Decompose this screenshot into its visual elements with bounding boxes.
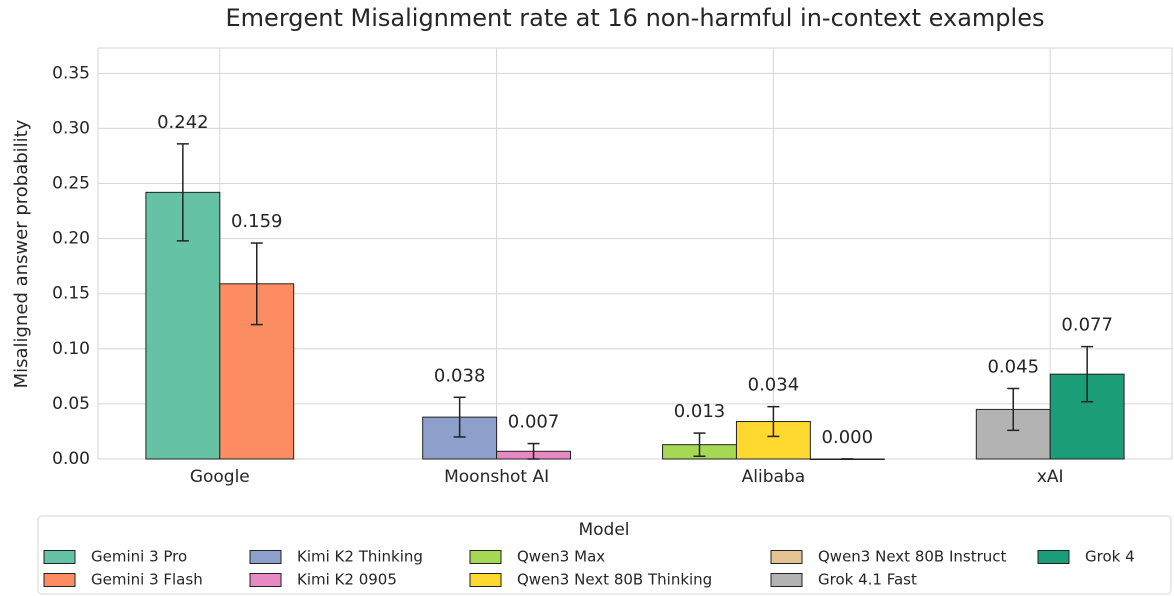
y-tick-label: 0.10 — [52, 339, 90, 359]
legend-label: Kimi K2 0905 — [297, 571, 397, 589]
legend-label: Qwen3 Max — [517, 548, 605, 566]
x-tick-label: Alibaba — [742, 467, 806, 487]
chart-title: Emergent Misalignment rate at 16 non-har… — [226, 4, 1045, 32]
legend-swatch — [249, 573, 282, 587]
x-tick-label: Moonshot AI — [444, 467, 549, 487]
legend-label: Kimi K2 Thinking — [297, 548, 423, 566]
value-label: 0.077 — [1061, 315, 1113, 336]
value-label: 0.000 — [822, 427, 874, 448]
bar — [735, 421, 811, 460]
legend-label: Grok 4 — [1085, 548, 1135, 566]
legend-title: Model — [578, 520, 629, 540]
legend-label: Qwen3 Next 80B Thinking — [517, 571, 712, 589]
legend-swatch — [469, 573, 502, 587]
legend-swatch — [249, 550, 282, 564]
legend-label: Qwen3 Next 80B Instruct — [818, 548, 1007, 566]
value-label: 0.013 — [674, 401, 726, 422]
legend-swatch — [770, 550, 803, 564]
legend-box — [37, 515, 1172, 595]
x-tick-label: Google — [190, 467, 250, 487]
legend-swatch — [1037, 550, 1070, 564]
y-tick-label: 0.15 — [52, 284, 90, 304]
y-axis-label: Misaligned answer probability — [11, 119, 32, 388]
legend-swatch — [43, 573, 76, 587]
value-label: 0.045 — [987, 356, 1039, 377]
legend-swatch — [469, 550, 502, 564]
y-tick-label: 0.20 — [52, 229, 90, 249]
legend-label: Grok 4.1 Fast — [818, 571, 917, 589]
value-label: 0.159 — [231, 211, 283, 232]
legend-swatch — [770, 573, 803, 587]
y-tick-label: 0.35 — [52, 63, 90, 83]
legend-label: Gemini 3 Pro — [91, 548, 187, 566]
value-label: 0.242 — [157, 112, 209, 133]
y-tick-label: 0.25 — [52, 174, 90, 194]
value-label: 0.007 — [508, 412, 560, 433]
value-label: 0.038 — [434, 365, 486, 386]
y-tick-label: 0.05 — [52, 394, 90, 414]
value-label: 0.034 — [748, 375, 800, 396]
legend-label: Gemini 3 Flash — [91, 571, 203, 589]
y-tick-label: 0.00 — [52, 449, 90, 469]
x-tick-label: xAI — [1037, 467, 1064, 487]
legend-swatch — [43, 550, 76, 564]
y-tick-label: 0.30 — [52, 118, 90, 138]
